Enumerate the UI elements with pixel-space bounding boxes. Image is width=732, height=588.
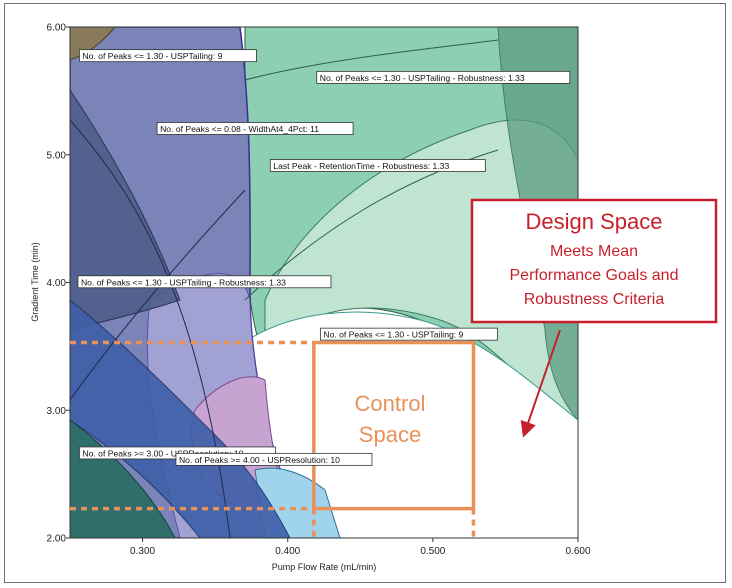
contour-label-text: No. of Peaks >= 3.00 - USPResolution: 10 (82, 448, 243, 458)
light-green-band (264, 119, 578, 421)
x-tick-label: 0.600 (565, 546, 590, 557)
contour-curve-2 (70, 189, 246, 401)
contour-labels: No. of Peaks <= 1.30 - USPTailing: 9 No. … (77, 49, 571, 466)
blue-band (70, 299, 291, 538)
design-space-line-2: Performance Goals and (510, 267, 679, 284)
contour-label-box (316, 70, 571, 84)
control-space-box (312, 340, 476, 511)
contour-label: No. of Peaks <= 1.30 - USPTailing - Robu… (316, 70, 571, 84)
design-space-arrow (520, 329, 561, 438)
contour-label: No. of Peaks <= 0.08 - WidthAt4_4Pct: 11 (156, 122, 354, 135)
design-space-line-1: Meets Mean (550, 243, 638, 260)
y-tick-label: 4.00 (47, 278, 67, 289)
contour-label: Last Peak - RetentionTime - Robustness: … (269, 159, 486, 172)
design-space-box (470, 198, 718, 324)
contour-label: No. of Peaks <= 1.30 - USPTailing - Robu… (77, 275, 332, 289)
x-tick-label: 0.300 (130, 546, 155, 557)
y-tick-label: 3.00 (47, 406, 67, 417)
contour-label-text: No. of Peaks <= 1.30 - USPTailing: 9 (323, 330, 463, 340)
y-tick-label: 6.00 (47, 23, 67, 34)
contour-label-box (269, 159, 486, 172)
contour-curve-4 (244, 39, 499, 81)
contour-label-text: No. of Peaks <= 1.30 - USPTailing: 9 (82, 51, 222, 61)
contour-label: No. of Peaks <= 1.30 - USPTailing: 9 (79, 49, 257, 63)
design-space-annotation: Design Space Meets Mean Performance Goal… (470, 198, 718, 438)
design-space-title: Design Space (526, 209, 663, 234)
contour-label: No. of Peaks >= 4.00 - USPResolution: 10 (175, 452, 373, 466)
contour-label-text: Last Peak - RetentionTime - Robustness: … (273, 161, 449, 171)
contour-label: No. of Peaks <= 1.30 - USPTailing: 9 (319, 327, 498, 341)
contour-label-box (156, 122, 354, 135)
y-axis-title: Gradient Time (min) (30, 242, 40, 322)
y-tick-label: 5.00 (47, 150, 67, 161)
y-axis-ticks: 2.00 3.00 4.00 5.00 6.00 (47, 23, 70, 545)
control-guides (70, 340, 476, 538)
contour-label-box (77, 275, 332, 289)
contour-label-text: No. of Peaks <= 1.30 - USPTailing - Robu… (81, 277, 286, 287)
control-space-label-1: Control (355, 391, 426, 416)
contour-label-text: No. of Peaks <= 0.08 - WidthAt4_4Pct: 11 (160, 124, 319, 134)
contour-label-box (79, 49, 257, 63)
x-axis-title: Pump Flow Rate (mL/min) (272, 562, 377, 572)
design-space-line-3: Robustness Criteria (524, 291, 665, 308)
x-tick-label: 0.500 (420, 546, 445, 557)
contour-label-text: No. of Peaks >= 4.00 - USPResolution: 10 (179, 455, 340, 465)
x-axis-ticks: 0.300 0.400 0.500 0.600 (130, 538, 591, 557)
contour-label-box (319, 327, 498, 341)
x-tick-label: 0.400 (275, 546, 300, 557)
y-tick-label: 2.00 (47, 534, 67, 545)
contour-label-text: No. of Peaks <= 1.30 - USPTailing - Robu… (320, 73, 525, 83)
contour-label-box (175, 452, 373, 466)
control-space-label-2: Space (359, 422, 421, 447)
